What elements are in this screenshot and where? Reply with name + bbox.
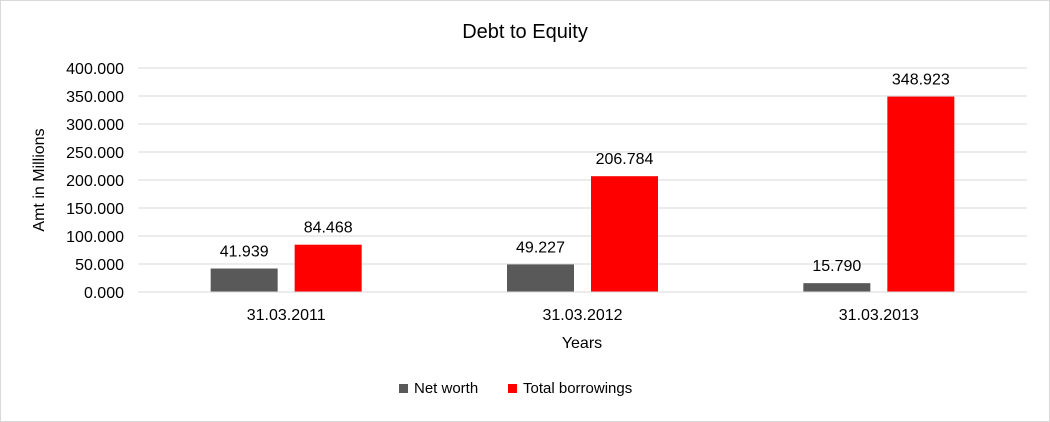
bar-total-borrowings (294, 244, 362, 292)
x-axis-label: Years (562, 335, 602, 352)
bar-net-worth (803, 283, 871, 292)
y-tick-label: 100.000 (66, 229, 124, 246)
y-tick-label: 400.000 (66, 61, 124, 78)
y-tick-label: 50.000 (75, 257, 124, 274)
gridlines (138, 67, 1027, 265)
x-tick-label: 31.03.2012 (542, 307, 622, 324)
y-tick-label: 350.000 (66, 89, 124, 106)
x-tick-label: 31.03.2013 (839, 307, 919, 324)
bar-total-borrowings (591, 176, 658, 292)
bar-net-worth (507, 264, 574, 292)
bars (210, 96, 955, 292)
legend: Net worth Total borrowings (399, 380, 632, 397)
y-tick-label: 0.000 (84, 285, 124, 302)
legend-swatch (399, 384, 408, 393)
x-tick-label: 31.03.2011 (247, 307, 326, 324)
data-label: 84.468 (304, 220, 353, 237)
bar-net-worth (210, 268, 278, 292)
data-label: 41.939 (220, 244, 269, 261)
data-label: 348.923 (892, 72, 950, 89)
legend-swatch (508, 384, 517, 393)
y-axis-ticks: 0.000 50.000 100.000 150.000 200.000 250.000 3… (66, 61, 124, 302)
y-tick-label: 200.000 (66, 173, 124, 190)
data-label: 15.790 (812, 258, 861, 275)
bar-total-borrowings (887, 96, 955, 292)
y-tick-label: 150.000 (66, 201, 124, 218)
data-labels: 41.939 84.468 49.227 206.784 15.790 348.923 (220, 72, 950, 276)
legend-label: Net worth (414, 380, 478, 397)
chart-title: Debt to Equity (462, 21, 588, 43)
data-label: 49.227 (516, 239, 565, 256)
y-axis-label: Amt in Millions (31, 128, 48, 231)
legend-label: Total borrowings (523, 380, 632, 397)
y-tick-label: 300.000 (66, 117, 124, 134)
x-axis-ticks: 31.03.2011 31.03.2012 31.03.2013 (247, 307, 919, 324)
y-tick-label: 250.000 (66, 145, 124, 162)
data-label: 206.784 (596, 151, 654, 168)
